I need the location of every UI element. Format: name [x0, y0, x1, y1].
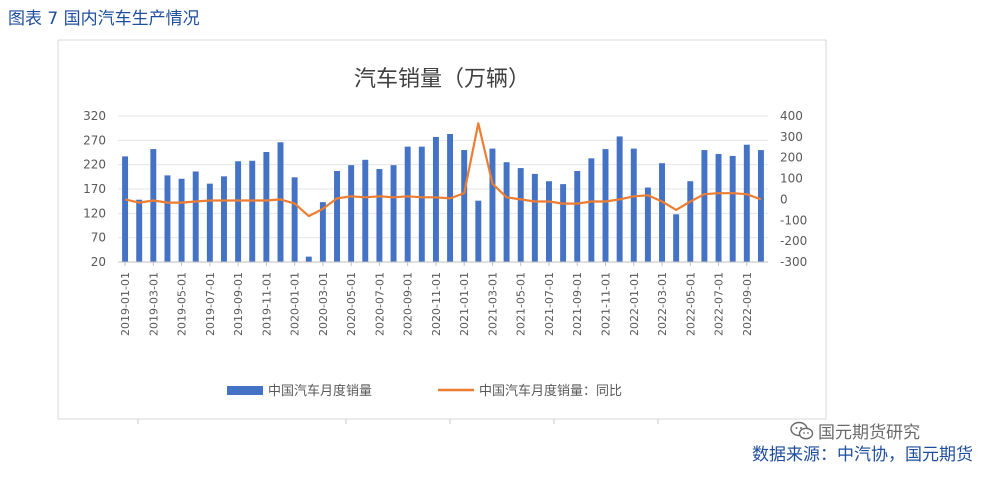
bar: [602, 149, 609, 262]
bar: [574, 170, 581, 262]
x-tick-label: 2022-01-01: [628, 272, 641, 336]
bar: [164, 175, 171, 262]
y-left-tick-label: 70: [91, 231, 106, 245]
x-tick-label: 2019-09-01: [232, 272, 245, 336]
y-right-tick-label: 200: [780, 151, 803, 165]
bar: [376, 169, 383, 262]
y-right-tick-label: -200: [780, 234, 807, 248]
bar: [560, 184, 567, 262]
bar: [546, 181, 552, 262]
x-tick-label: 2020-11-01: [430, 272, 443, 336]
bar: [178, 178, 185, 262]
x-tick-label: 2021-11-01: [600, 272, 613, 336]
bar: [319, 202, 326, 262]
yoy-line: [124, 122, 762, 218]
x-tick-label: 2019-01-01: [119, 272, 132, 336]
bar: [348, 165, 355, 262]
y-left-tick-label: 220: [83, 158, 106, 172]
watermark-text: 国元期货研究: [818, 423, 920, 443]
bar: [291, 177, 298, 262]
y-axis-right: 400 300 200 100 0 -100 -200 -300: [780, 109, 807, 269]
x-axis: 2019-01-01 2019-03-01 2019-05-01 2019-07-01…: [118, 261, 768, 424]
bar: [588, 158, 595, 262]
bar: [743, 144, 750, 262]
bar: [221, 176, 227, 262]
bar: [432, 136, 439, 262]
bar: [192, 171, 199, 262]
bar: [517, 168, 524, 262]
line-series: [124, 122, 762, 218]
x-tick-label: 2021-01-01: [458, 272, 471, 336]
y-right-tick-label: 300: [780, 130, 803, 144]
legend: 中国汽车月度销量 中国汽车月度销量：同比: [227, 383, 622, 399]
x-tick-label: 2020-07-01: [373, 272, 386, 336]
y-axis-left: 320 270 220 170 120 70 20: [83, 109, 106, 269]
bar: [630, 148, 637, 262]
legend-bar-swatch: [227, 386, 263, 395]
x-tick-label: 2020-03-01: [317, 272, 330, 336]
bar: [475, 200, 482, 262]
chart-frame: [57, 39, 827, 420]
bar: [659, 163, 665, 262]
x-tick-label: 2019-03-01: [147, 272, 160, 336]
bar: [136, 199, 143, 262]
x-tick-label: 2021-09-01: [571, 272, 584, 336]
bar: [305, 256, 312, 262]
bar: [235, 161, 242, 262]
bar: [418, 146, 425, 262]
chart-title: 汽车销量（万辆）: [354, 67, 530, 92]
bar: [531, 173, 538, 262]
y-right-tick-label: 100: [780, 172, 803, 186]
bar: [390, 165, 397, 262]
y-right-tick-label: 400: [780, 109, 803, 123]
bar: [715, 153, 722, 262]
y-right-tick-label: -100: [780, 213, 807, 227]
x-tick-label: 2022-09-01: [741, 272, 754, 336]
source-note: 数据来源：中汽协，国元期货: [752, 445, 973, 465]
bar: [362, 159, 369, 262]
bar: [404, 146, 411, 262]
legend-line-label: 中国汽车月度销量：同比: [479, 383, 622, 399]
bar: [206, 183, 213, 262]
bar: [150, 149, 157, 262]
bar: [701, 150, 708, 262]
bar: [729, 155, 736, 262]
x-tick-label: 2020-09-01: [402, 272, 415, 336]
x-tick-label: 2022-03-01: [656, 272, 669, 336]
bar: [673, 214, 680, 262]
watermark: 国元期货研究: [790, 418, 920, 443]
x-tick-label: 2019-05-01: [176, 272, 189, 336]
y-left-tick-label: 270: [83, 133, 106, 147]
x-tick-label: 2019-11-01: [260, 272, 273, 336]
y-left-tick-label: 20: [91, 255, 106, 269]
y-left-tick-label: 320: [83, 109, 106, 123]
bar: [249, 160, 256, 262]
y-right-tick-label: -300: [780, 255, 807, 269]
bar: [277, 142, 284, 262]
bar: [122, 156, 129, 262]
bar: [503, 162, 510, 262]
x-tick-label: 2020-05-01: [345, 272, 358, 336]
bar: [263, 152, 270, 262]
figure-title: 图表 7 国内汽车生产情况: [8, 9, 200, 29]
x-tick-label: 2021-03-01: [487, 272, 500, 336]
legend-bar-label: 中国汽车月度销量: [268, 383, 372, 399]
bar: [461, 150, 468, 262]
bar: [334, 170, 340, 262]
y-left-tick-label: 120: [83, 206, 106, 220]
wechat-icon: [790, 421, 814, 439]
x-tick-label: 2022-07-01: [713, 272, 726, 336]
bar: [489, 148, 496, 262]
bar: [687, 181, 694, 262]
y-right-tick-label: 0: [780, 192, 788, 206]
x-tick-label: 2021-05-01: [515, 272, 528, 336]
x-tick-label: 2020-01-01: [289, 272, 302, 336]
x-tick-label: 2022-05-01: [684, 272, 697, 336]
x-tick-label: 2019-07-01: [204, 272, 217, 336]
bar: [644, 187, 651, 262]
bar: [757, 150, 764, 262]
x-tick-label: 2021-07-01: [543, 272, 556, 336]
y-left-tick-label: 170: [83, 182, 106, 196]
